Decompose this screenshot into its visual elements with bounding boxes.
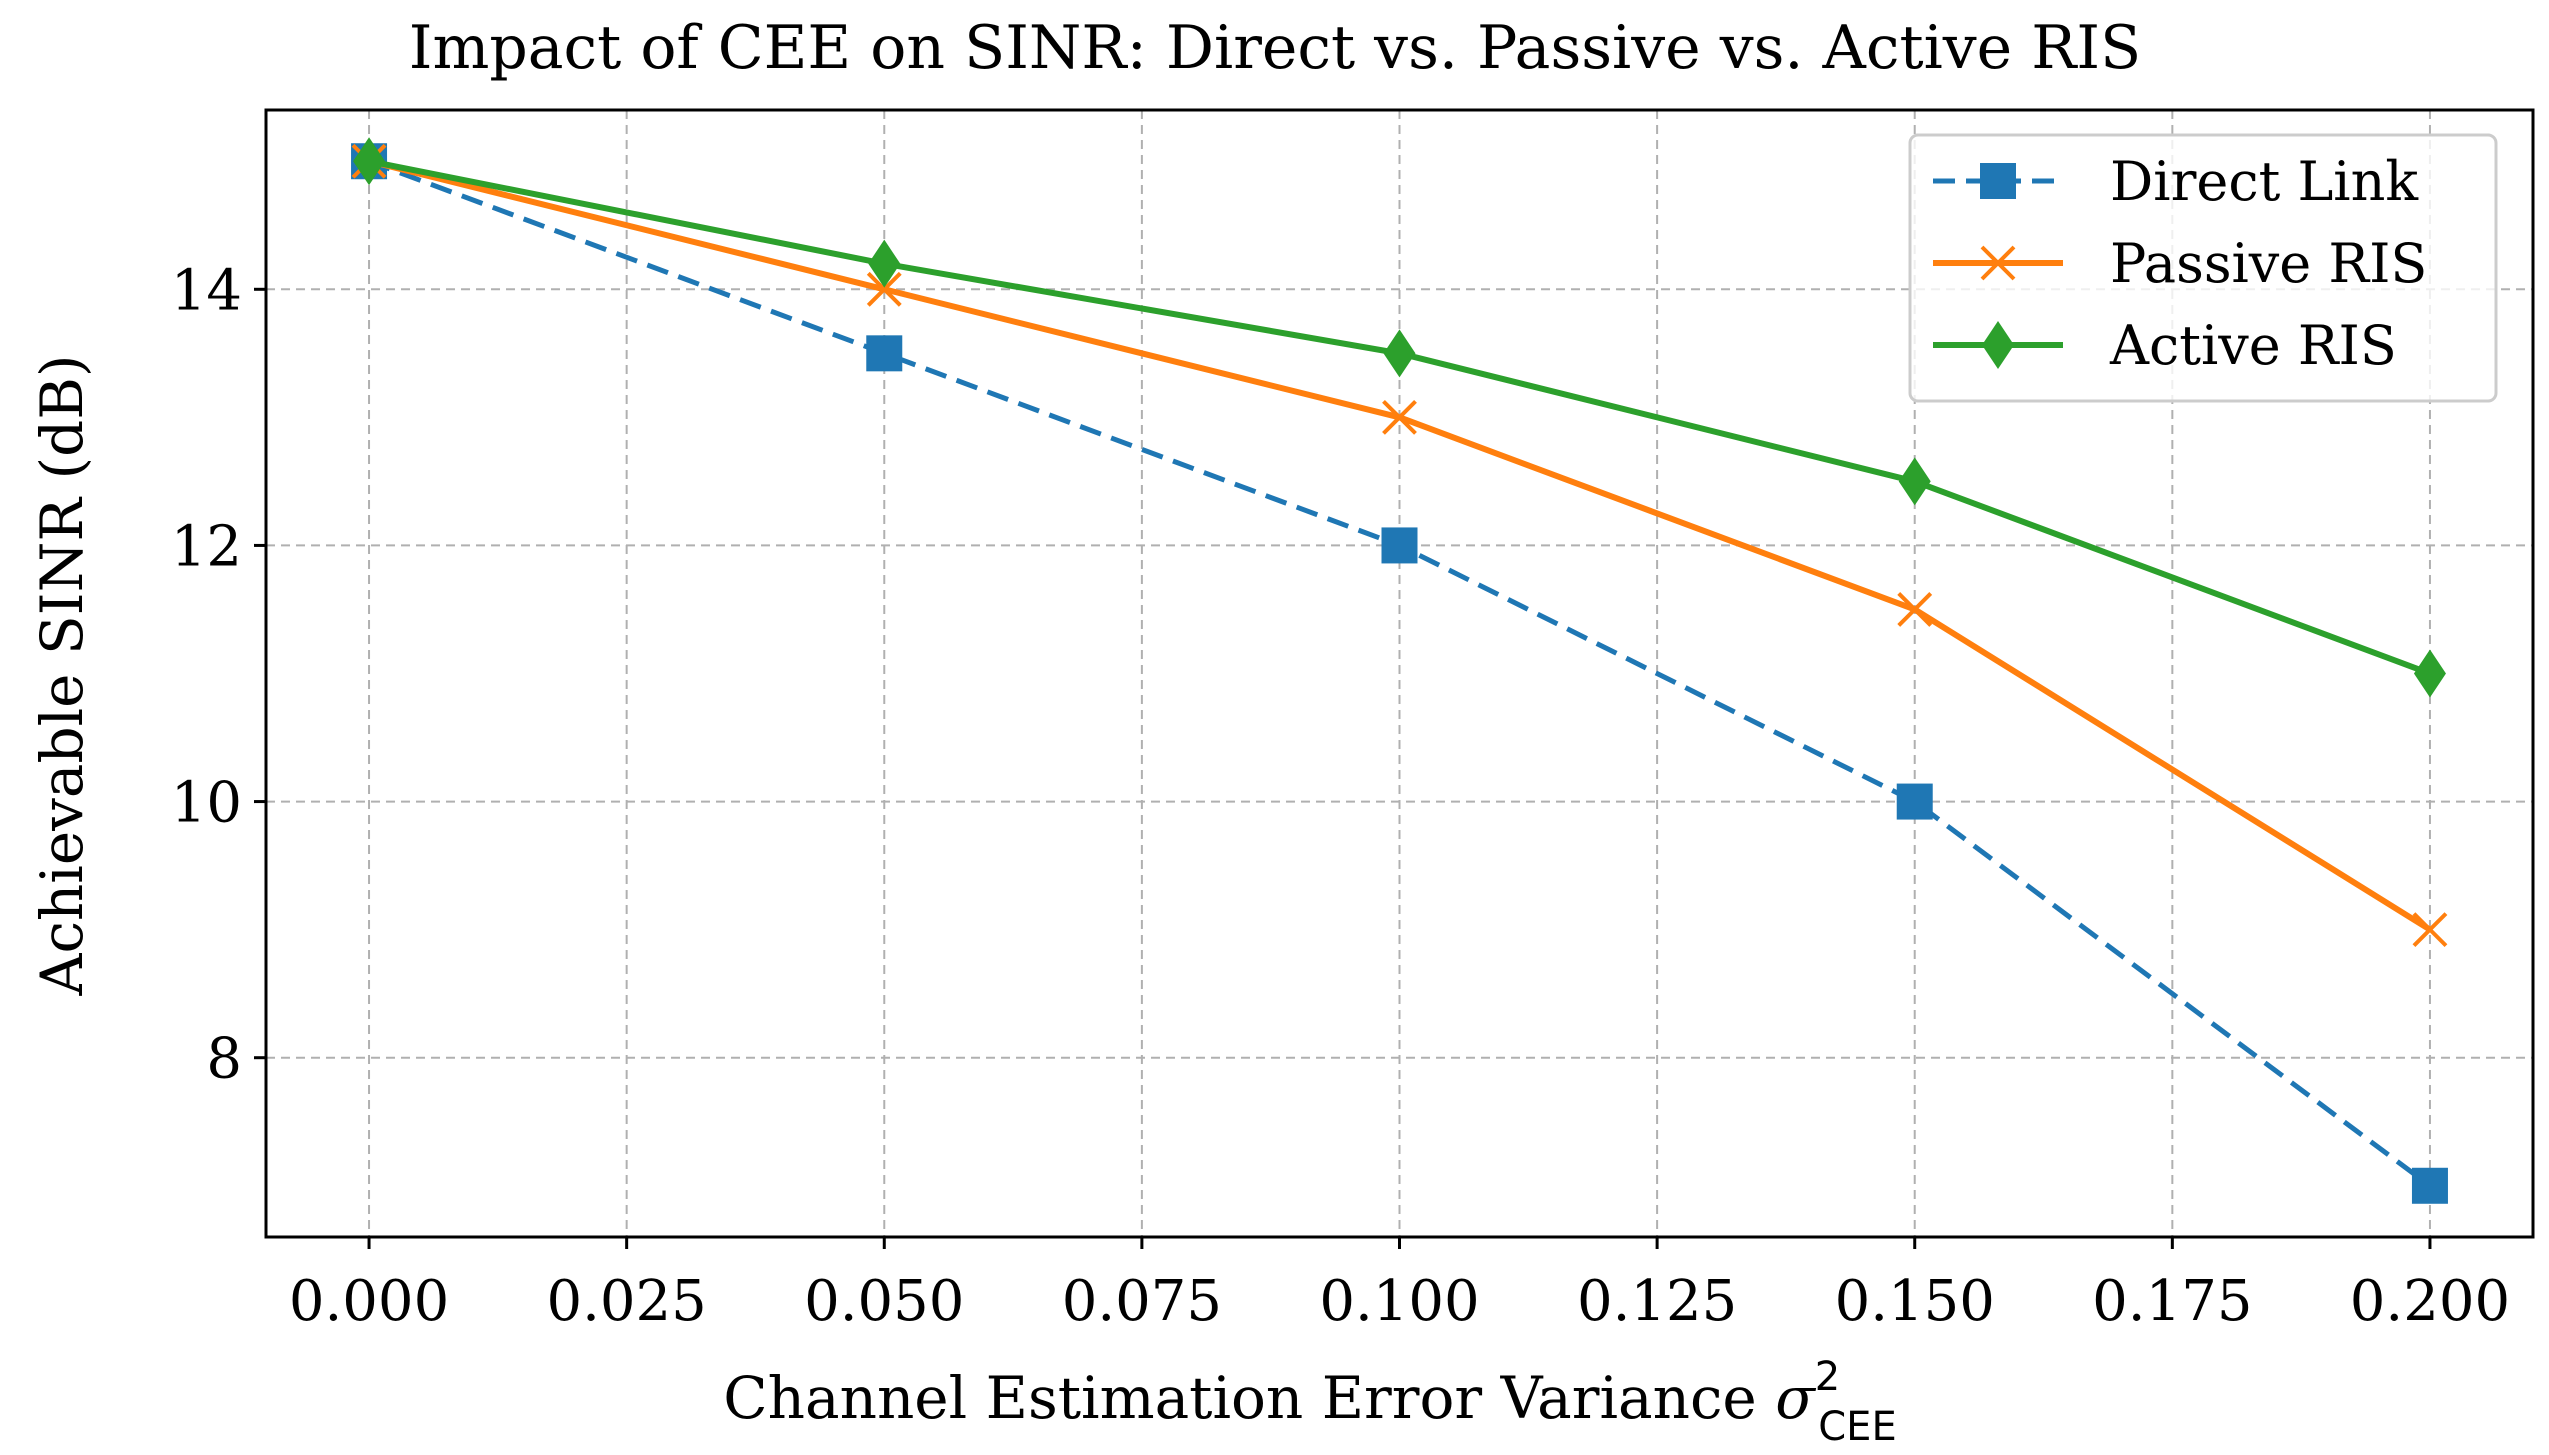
active-ris-point: [868, 239, 901, 288]
legend-entry-passive-ris: Passive RIS: [1933, 232, 2427, 295]
x-tick-label: 0.125: [1577, 1269, 1737, 1334]
legend-marker: [1982, 321, 2014, 369]
active-ris-point: [1383, 329, 1416, 378]
direct-link-point: [1896, 783, 1933, 820]
x-tick-label: 0.000: [289, 1269, 449, 1334]
passive-ris-point: [2412, 912, 2448, 948]
passive-ris-point: [1382, 399, 1417, 435]
x-tick-label: 0.100: [1319, 1269, 1479, 1334]
x-axis-label-superscript: 2: [1815, 1354, 1840, 1400]
x-tick-label: 0.050: [804, 1269, 964, 1334]
series-active-ris: [353, 137, 2446, 698]
x-axis-label-subscript: CEE: [1818, 1404, 1896, 1450]
y-tick-label: 12: [171, 514, 242, 579]
axis-ticks: 0.000 0.025 0.050 0.075 0.100 0.125 0.150 0.175…: [171, 258, 2510, 1334]
active-ris-point: [353, 137, 386, 186]
y-tick-label: 14: [171, 258, 242, 323]
legend-entry-active-ris: Active RIS: [1933, 314, 2397, 377]
legend-label: Passive RIS: [2110, 232, 2427, 295]
active-ris-point: [1898, 457, 1931, 506]
y-tick-label: 10: [171, 771, 242, 836]
series-group: [351, 137, 2448, 1204]
legend-marker: [1980, 245, 2016, 281]
legend-entry-direct-link: Direct Link: [1933, 150, 2419, 213]
x-tick-label: 0.025: [546, 1269, 706, 1334]
active-ris-point: [2413, 649, 2446, 698]
x-tick-label: 0.075: [1062, 1269, 1222, 1334]
x-tick-label: 0.200: [2350, 1269, 2510, 1334]
chart-title: Impact of CEE on SINR: Direct vs. Passiv…: [409, 13, 2141, 83]
direct-link-point: [1381, 527, 1418, 564]
legend-label: Direct Link: [2110, 150, 2419, 213]
y-axis-label: Achievable SINR (dB): [28, 355, 96, 997]
direct-link-point: [866, 335, 903, 372]
x-tick-label: 0.150: [1835, 1269, 1995, 1334]
legend-label: Active RIS: [2109, 314, 2397, 377]
x-axis-label-main: Channel Estimation Error Variance: [723, 1364, 1775, 1432]
legend-frame: [1908, 133, 2498, 403]
x-axis-label-symbol: σ: [1775, 1364, 1816, 1432]
legend: Direct Link Passive RIS Active RIS: [1908, 133, 2498, 403]
direct-link-point: [2411, 1167, 2448, 1204]
legend-marker: [1980, 163, 2016, 199]
x-tick-label: 0.175: [2092, 1269, 2252, 1334]
x-axis-label: Channel Estimation Error Variance σ2 CEE: [723, 1354, 1896, 1450]
passive-ris-point: [1897, 592, 1933, 627]
passive-ris-point: [866, 271, 902, 307]
y-tick-label: 8: [206, 1027, 242, 1092]
